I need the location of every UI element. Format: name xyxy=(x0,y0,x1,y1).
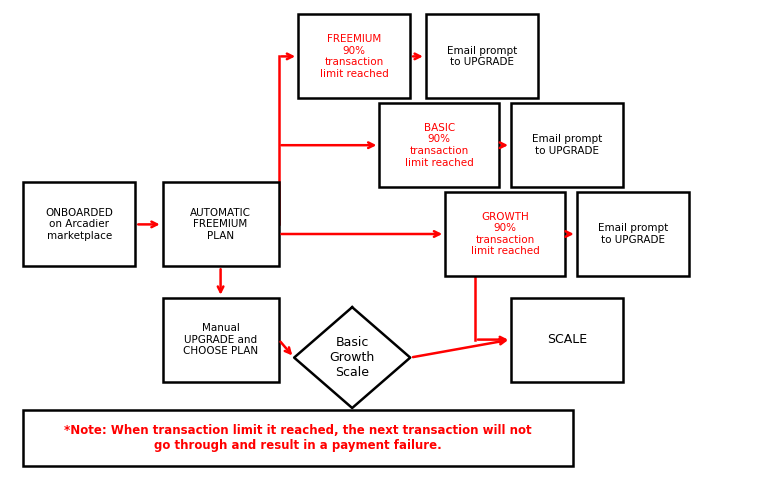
Text: BASIC
90%
transaction
limit reached: BASIC 90% transaction limit reached xyxy=(405,123,474,168)
Text: Email prompt
to UPGRADE: Email prompt to UPGRADE xyxy=(447,46,517,67)
Text: Basic
Growth
Scale: Basic Growth Scale xyxy=(330,336,375,379)
FancyBboxPatch shape xyxy=(511,103,623,187)
FancyBboxPatch shape xyxy=(511,298,623,382)
FancyBboxPatch shape xyxy=(163,182,279,266)
Text: FREEMIUM
90%
transaction
limit reached: FREEMIUM 90% transaction limit reached xyxy=(320,34,389,79)
FancyBboxPatch shape xyxy=(577,192,689,276)
Text: SCALE: SCALE xyxy=(547,333,587,346)
FancyBboxPatch shape xyxy=(379,103,499,187)
FancyBboxPatch shape xyxy=(23,410,573,466)
Text: Manual
UPGRADE and
CHOOSE PLAN: Manual UPGRADE and CHOOSE PLAN xyxy=(183,323,259,356)
Text: Email prompt
to UPGRADE: Email prompt to UPGRADE xyxy=(532,134,602,156)
FancyBboxPatch shape xyxy=(426,14,538,98)
Text: GROWTH
90%
transaction
limit reached: GROWTH 90% transaction limit reached xyxy=(471,212,539,256)
Text: *Note: When transaction limit it reached, the next transaction will not
go throu: *Note: When transaction limit it reached… xyxy=(64,424,532,452)
FancyBboxPatch shape xyxy=(23,182,135,266)
Text: ONBOARDED
on Arcadier
marketplace: ONBOARDED on Arcadier marketplace xyxy=(46,208,113,241)
FancyBboxPatch shape xyxy=(445,192,565,276)
Text: Email prompt
to UPGRADE: Email prompt to UPGRADE xyxy=(598,223,668,245)
FancyBboxPatch shape xyxy=(298,14,410,98)
FancyBboxPatch shape xyxy=(163,298,279,382)
Text: AUTOMATIC
FREEMIUM
PLAN: AUTOMATIC FREEMIUM PLAN xyxy=(190,208,251,241)
